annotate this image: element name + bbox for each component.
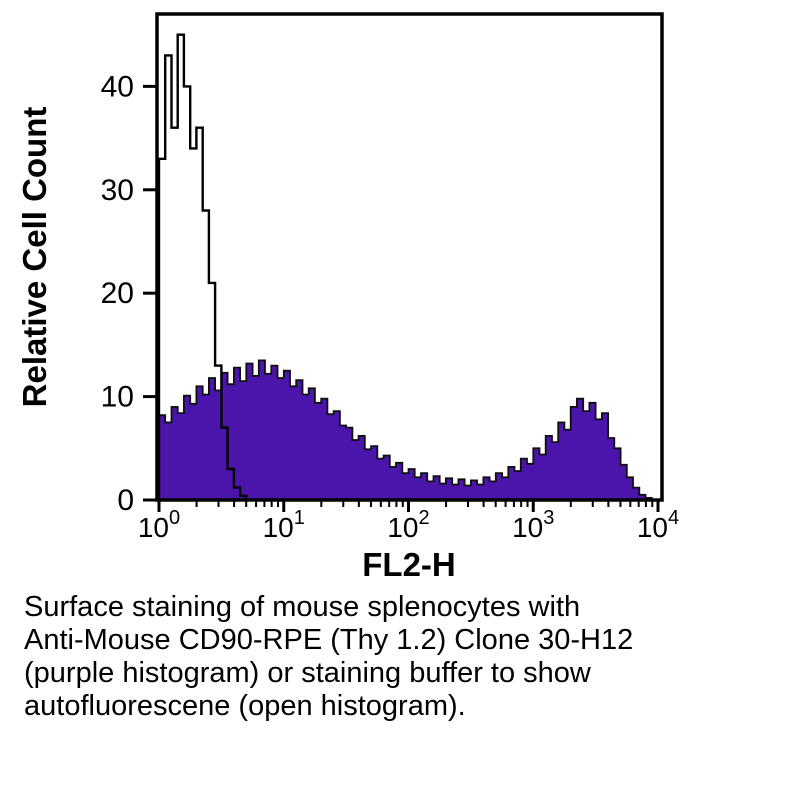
x-tick-label: 102 [387, 507, 429, 543]
y-axis-tick-labels: 0 10 20 30 40 [101, 70, 134, 517]
x-tick-label: 103 [512, 507, 554, 543]
caption-line: Surface staining of mouse splenocytes wi… [24, 591, 581, 623]
x-axis-ticks [157, 500, 660, 512]
y-tick-label: 10 [101, 381, 134, 414]
y-tick-label: 40 [101, 70, 134, 103]
x-axis-title: FL2-H [362, 546, 456, 583]
x-tick-label: 104 [637, 507, 679, 543]
filled-histogram [158, 359, 658, 501]
y-tick-label: 30 [101, 174, 134, 207]
plot-border [155, 12, 664, 502]
x-tick-label: 101 [263, 507, 305, 543]
x-axis-tick-labels: 100 101 102 103 104 [138, 507, 679, 543]
y-axis-title: Relative Cell Count [16, 107, 53, 408]
caption-line: autofluorescene (open histogram). [24, 690, 466, 723]
caption-line: (purple histogram) or staining buffer to… [24, 657, 591, 690]
y-tick-label: 0 [117, 484, 134, 517]
figure-caption: Surface staining of mouse splenocytes wi… [24, 591, 789, 723]
y-tick-label: 20 [101, 277, 134, 310]
caption-line: Anti-Mouse CD90-RPE (Thy 1.2) Clone 30-H… [24, 624, 634, 657]
flow-cytometry-chart: 0 10 20 30 40 100 101 102 103 104 Relative Cell … [16, 12, 679, 583]
x-tick-label: 100 [138, 507, 180, 543]
